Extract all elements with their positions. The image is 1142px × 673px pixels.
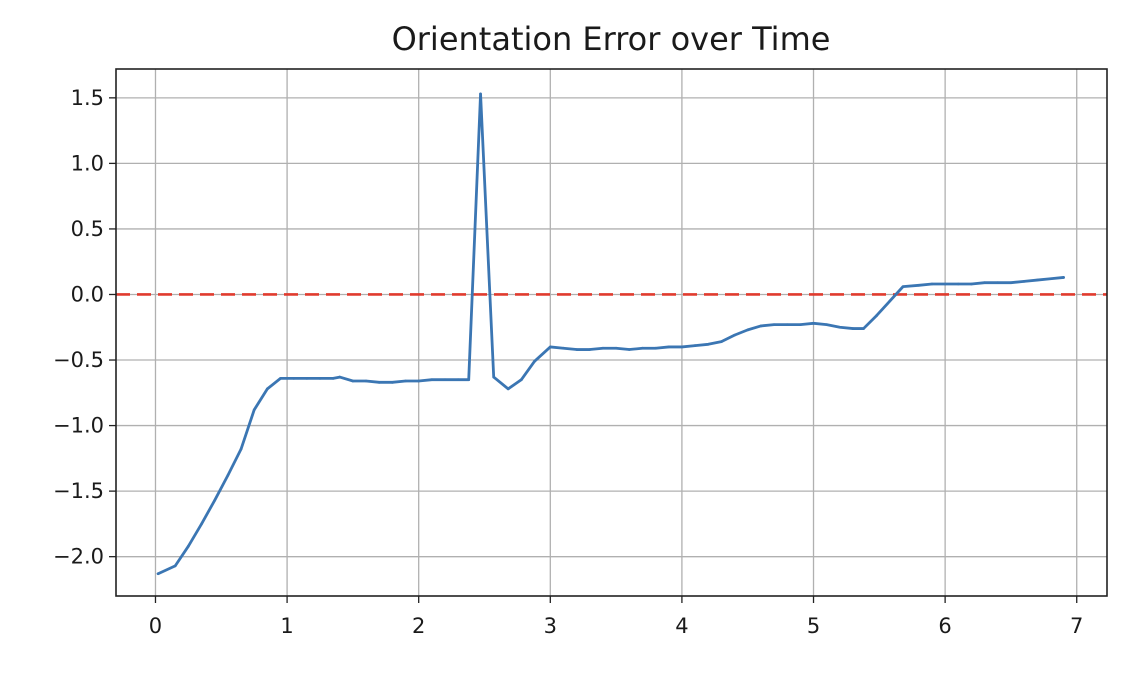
data-point bbox=[746, 328, 750, 332]
data-point bbox=[279, 377, 282, 380]
data-point bbox=[772, 323, 776, 326]
data-point bbox=[533, 360, 536, 363]
data-point bbox=[862, 327, 865, 330]
data-point bbox=[1049, 277, 1052, 281]
data-point bbox=[588, 348, 592, 351]
data-point bbox=[812, 322, 815, 325]
y-tick-label: 1.0 bbox=[71, 151, 104, 175]
data-point bbox=[187, 544, 190, 548]
data-point bbox=[377, 381, 381, 384]
data-point bbox=[654, 346, 657, 350]
data-point bbox=[331, 377, 335, 380]
data-point bbox=[627, 348, 631, 351]
y-tick-label: −2.0 bbox=[53, 545, 104, 569]
data-point bbox=[391, 381, 394, 384]
data-point bbox=[364, 379, 368, 383]
y-tick-label: −1.0 bbox=[53, 414, 104, 438]
data-point bbox=[680, 345, 684, 349]
data-point bbox=[720, 340, 723, 343]
axes-frame bbox=[115, 68, 1108, 597]
data-point bbox=[1035, 278, 1039, 282]
data-point bbox=[601, 346, 605, 350]
x-tick-label: 4 bbox=[675, 614, 688, 638]
data-point bbox=[226, 474, 230, 477]
data-point bbox=[838, 325, 842, 329]
data-point bbox=[443, 378, 447, 381]
x-tick-label: 0 bbox=[149, 614, 162, 638]
data-point bbox=[338, 375, 342, 379]
x-tick-label: 1 bbox=[280, 614, 293, 638]
data-point bbox=[292, 377, 295, 380]
y-tick-label: −0.5 bbox=[53, 348, 104, 372]
data-point bbox=[693, 344, 697, 347]
data-point bbox=[917, 284, 921, 287]
series-layer bbox=[156, 92, 1065, 576]
x-tick-label: 3 bbox=[544, 614, 557, 638]
data-point bbox=[614, 346, 618, 350]
data-point bbox=[252, 408, 256, 412]
data-point bbox=[200, 522, 203, 526]
x-tick-label: 6 bbox=[938, 614, 951, 638]
data-point bbox=[888, 299, 892, 303]
y-tick-label: 0.5 bbox=[71, 217, 104, 241]
data-point bbox=[492, 375, 496, 379]
data-point bbox=[213, 499, 217, 502]
data-point bbox=[1022, 280, 1026, 283]
data-point bbox=[1009, 281, 1013, 284]
x-tick-label: 7 bbox=[1070, 614, 1083, 638]
data-point bbox=[549, 345, 552, 349]
data-point bbox=[956, 282, 960, 286]
data-point bbox=[467, 378, 471, 381]
data-point bbox=[875, 314, 878, 317]
data-point bbox=[799, 323, 802, 326]
data-point bbox=[266, 387, 269, 391]
data-point bbox=[305, 377, 309, 380]
data-point bbox=[825, 323, 828, 326]
data-point bbox=[667, 345, 671, 349]
data-point bbox=[983, 281, 986, 284]
data-point bbox=[943, 282, 947, 286]
data-point bbox=[759, 324, 763, 328]
data-point bbox=[706, 342, 710, 346]
ticks-layer: 0 1 2 3 4 5 6 7 1.5 1.0 0.5 0.0 −0.5 −1.0 −1.5 −2.0 bbox=[53, 86, 1083, 638]
data-point bbox=[239, 447, 243, 451]
data-point bbox=[173, 564, 177, 568]
data-point bbox=[996, 281, 1000, 284]
data-point bbox=[641, 346, 644, 350]
y-tick-label: −1.5 bbox=[53, 479, 104, 503]
data-point bbox=[785, 323, 789, 326]
data-point bbox=[1062, 276, 1065, 279]
grid-layer bbox=[116, 69, 1107, 596]
data-point bbox=[506, 387, 510, 391]
y-tick-label: 0.0 bbox=[71, 282, 104, 306]
y-tick-label: 1.5 bbox=[71, 86, 104, 110]
data-point bbox=[156, 572, 160, 576]
data-point bbox=[930, 282, 934, 286]
data-point bbox=[851, 327, 855, 330]
data-point bbox=[970, 282, 973, 286]
data-point bbox=[520, 378, 523, 381]
orientation-error-line bbox=[156, 92, 1065, 576]
data-point bbox=[456, 378, 460, 381]
data-point bbox=[351, 379, 355, 383]
x-tick-label: 5 bbox=[807, 614, 820, 638]
chart-title: Orientation Error over Time bbox=[392, 20, 831, 58]
data-point bbox=[417, 379, 420, 383]
data-point bbox=[901, 285, 905, 288]
data-point bbox=[733, 333, 736, 337]
data-point bbox=[404, 379, 407, 383]
data-point bbox=[430, 378, 434, 381]
data-point bbox=[479, 92, 482, 96]
data-point bbox=[562, 346, 565, 350]
data-point bbox=[318, 377, 322, 380]
x-tick-label: 2 bbox=[412, 614, 425, 638]
data-point bbox=[575, 348, 578, 351]
